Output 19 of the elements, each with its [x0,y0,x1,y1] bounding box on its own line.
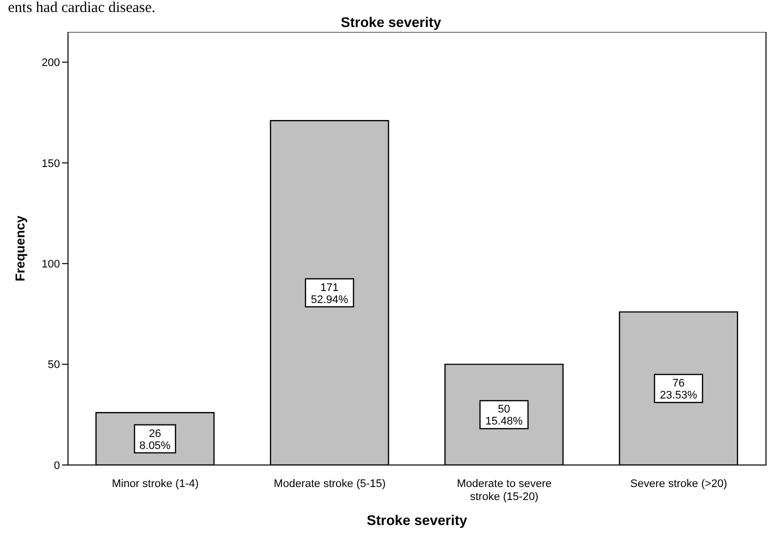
y-tick-label: 100 [42,258,60,271]
y-tick-label: 0 [54,460,60,472]
bar [618,311,738,465]
text: ents had cardiac disease. [8,0,156,17]
x-axis-title: Stroke severity [366,512,468,528]
y-tick-label: 50 [48,359,60,372]
x-tick-label: Minor stroke (1-4) [112,478,199,490]
y-tick-label: 150 [42,158,60,170]
data-label: 50 15.48% [485,404,523,428]
y-axis-title: Frequency [12,214,28,282]
data-label: 26 8.05% [139,428,171,452]
data-label: 76 23.53% [660,377,698,402]
x-tick-label: Severe stroke (>20) [630,478,728,490]
data-label: 171 52.94% [310,282,348,306]
x-tick-label: Moderate stroke (5-15) [274,478,386,490]
y-tick-label: 200 [42,57,60,70]
chart-title: Stroke severity [340,14,442,30]
bar [270,120,390,465]
x-tick-label: Moderate to severe stroke (15-20) [456,478,552,503]
